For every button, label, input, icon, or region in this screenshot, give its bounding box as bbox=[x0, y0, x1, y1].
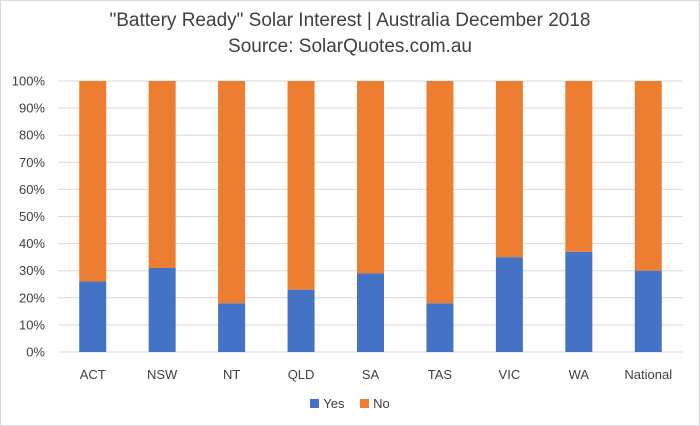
y-tick-label: 50% bbox=[19, 209, 45, 224]
bar-yes-qld bbox=[287, 289, 315, 352]
x-tick-label: NSW bbox=[147, 367, 178, 382]
x-tick-label: ACT bbox=[80, 367, 106, 382]
y-tick-label: 0% bbox=[26, 345, 45, 360]
y-tick-label: 20% bbox=[19, 290, 45, 305]
chart-subtitle: Source: SolarQuotes.com.au bbox=[228, 36, 472, 57]
bar-yes-nsw bbox=[148, 267, 176, 352]
legend-label-yes: Yes bbox=[323, 396, 345, 411]
y-tick-label: 70% bbox=[19, 155, 45, 170]
bar-no-act bbox=[79, 81, 107, 282]
y-tick-label: 10% bbox=[19, 317, 45, 332]
bar-no-tas bbox=[426, 81, 454, 304]
y-tick-label: 30% bbox=[19, 263, 45, 278]
legend-item-yes: Yes bbox=[310, 396, 344, 411]
x-tick-label: SA bbox=[362, 367, 380, 382]
chart-legend: Yes No bbox=[0, 396, 700, 411]
x-tick-label: TAS bbox=[428, 367, 453, 382]
legend-label-no: No bbox=[373, 396, 390, 411]
bar-no-wa bbox=[565, 81, 593, 252]
x-tick-label: QLD bbox=[288, 367, 315, 382]
bar-no-national bbox=[634, 81, 662, 271]
y-tick-label: 60% bbox=[19, 182, 45, 197]
chart-title: "Battery Ready" Solar Interest | Austral… bbox=[109, 10, 591, 31]
y-tick-label: 100% bbox=[12, 74, 46, 89]
x-tick-label: NT bbox=[223, 367, 240, 382]
bar-no-sa bbox=[357, 81, 384, 274]
bar-yes-tas bbox=[426, 303, 454, 352]
bar-no-nsw bbox=[148, 81, 176, 268]
bar-no-qld bbox=[287, 81, 315, 290]
x-tick-label: WA bbox=[569, 367, 590, 382]
y-tick-label: 90% bbox=[19, 101, 45, 116]
legend-swatch-yes bbox=[310, 399, 320, 409]
bar-yes-sa bbox=[357, 273, 384, 352]
x-tick-label: VIC bbox=[499, 367, 521, 382]
legend-item-no: No bbox=[360, 396, 390, 411]
bar-no-nt bbox=[218, 81, 246, 304]
y-tick-label: 40% bbox=[19, 236, 45, 251]
bar-yes-vic bbox=[495, 257, 523, 352]
legend-swatch-no bbox=[360, 399, 370, 409]
bar-yes-act bbox=[79, 281, 107, 352]
x-tick-label: National bbox=[624, 367, 672, 382]
bar-no-vic bbox=[495, 81, 523, 258]
bar-yes-wa bbox=[565, 251, 593, 352]
y-tick-label: 80% bbox=[19, 128, 45, 143]
bar-yes-national bbox=[634, 270, 662, 352]
bar-yes-nt bbox=[218, 303, 246, 352]
